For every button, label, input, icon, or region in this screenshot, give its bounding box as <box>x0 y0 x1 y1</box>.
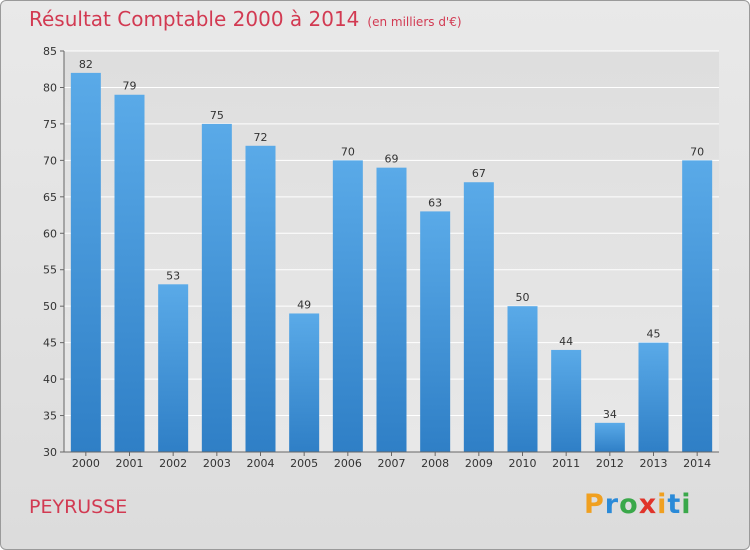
x-tick-label: 2012 <box>596 457 624 470</box>
bar <box>507 306 538 452</box>
data-label: 67 <box>472 167 486 180</box>
data-label: 69 <box>385 153 399 166</box>
data-label: 72 <box>254 131 268 144</box>
data-label: 82 <box>79 58 93 71</box>
bar <box>638 342 669 452</box>
data-label: 50 <box>516 291 530 304</box>
logo-letter: x <box>638 489 658 520</box>
y-tick-label: 65 <box>43 191 57 204</box>
bar <box>682 160 713 452</box>
x-tick-label: 2008 <box>421 457 449 470</box>
bar <box>201 123 232 452</box>
bar <box>376 167 407 452</box>
axes <box>60 50 719 456</box>
x-tick-label: 2001 <box>116 457 144 470</box>
y-tick-label: 80 <box>43 81 57 94</box>
x-tick-label: 2000 <box>72 457 100 470</box>
bar <box>158 284 189 452</box>
logo-letter: r <box>604 489 620 520</box>
chart-subtitle: (en milliers d'€) <box>367 15 462 29</box>
y-tick-label: 85 <box>43 45 57 58</box>
logo-letter: P <box>584 489 605 520</box>
data-label: 75 <box>210 109 224 122</box>
logo-letter: t <box>667 489 682 520</box>
data-label: 79 <box>123 80 137 93</box>
y-tick-label: 70 <box>43 154 57 167</box>
y-tick-label: 60 <box>43 227 57 240</box>
data-label: 70 <box>341 145 355 158</box>
x-tick-label: 2004 <box>247 457 275 470</box>
data-label: 63 <box>428 196 442 209</box>
x-tick-label: 2013 <box>640 457 668 470</box>
proxiti-logo: Proxiti <box>584 489 692 520</box>
bars <box>70 72 713 453</box>
data-label: 49 <box>297 298 311 311</box>
chart-title-text: Résultat Comptable 2000 à 2014 <box>29 7 360 31</box>
data-label: 53 <box>166 269 180 282</box>
data-label: 34 <box>603 408 617 421</box>
labels: 30 35 40 45 50 55 60 65 70 75 80 85 82 2000 79 2001 53 20… <box>43 45 711 470</box>
x-tick-label: 2002 <box>159 457 187 470</box>
x-tick-label: 2010 <box>509 457 537 470</box>
x-tick-label: 2003 <box>203 457 231 470</box>
x-tick-label: 2006 <box>334 457 362 470</box>
bar <box>114 94 145 452</box>
bar <box>551 349 582 452</box>
y-tick-label: 50 <box>43 300 57 313</box>
bar <box>463 182 494 452</box>
bar <box>289 313 320 452</box>
chart-title: Résultat Comptable 2000 à 2014 (en millie… <box>29 7 462 31</box>
bar <box>245 145 276 453</box>
y-tick-label: 75 <box>43 118 57 131</box>
data-label: 70 <box>690 145 704 158</box>
y-tick-label: 35 <box>43 410 57 423</box>
bar-chart: 30 35 40 45 50 55 60 65 70 75 80 85 82 2000 79 2001 53 20… <box>43 45 719 470</box>
y-tick-label: 30 <box>43 446 57 459</box>
x-tick-label: 2014 <box>683 457 711 470</box>
x-tick-label: 2011 <box>552 457 580 470</box>
x-tick-label: 2009 <box>465 457 493 470</box>
data-label: 45 <box>647 328 661 341</box>
bar <box>70 72 101 452</box>
y-tick-label: 40 <box>43 373 57 386</box>
commune-name: PEYRUSSE <box>29 496 128 518</box>
logo-letter: i <box>657 489 668 520</box>
bar <box>332 160 363 452</box>
logo-letter: i <box>681 489 692 520</box>
data-label: 44 <box>559 335 573 348</box>
bar <box>594 422 625 452</box>
y-tick-label: 45 <box>43 337 57 350</box>
x-tick-label: 2005 <box>290 457 318 470</box>
logo-letter: o <box>619 489 639 520</box>
bar <box>420 211 451 452</box>
y-tick-label: 55 <box>43 264 57 277</box>
x-tick-label: 2007 <box>378 457 406 470</box>
